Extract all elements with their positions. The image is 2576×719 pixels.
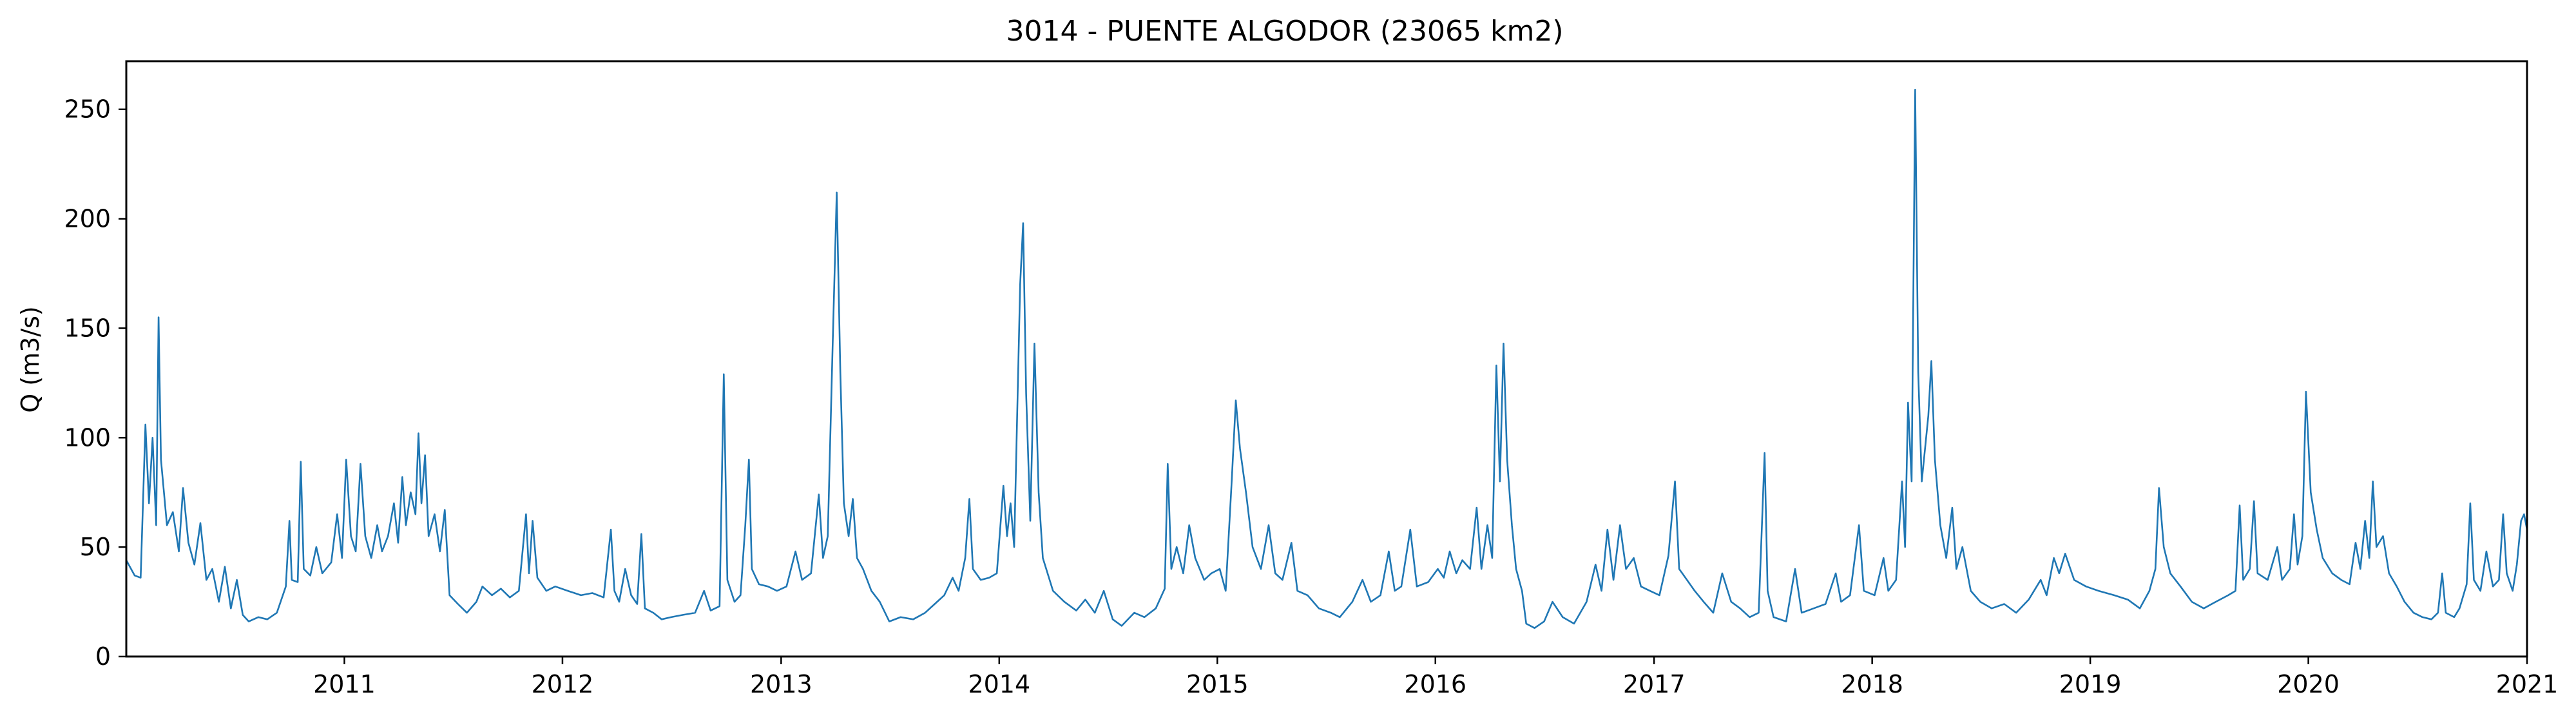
discharge-series-line xyxy=(125,88,2528,629)
y-tick-label: 50 xyxy=(80,533,111,561)
x-tick-label: 2021 xyxy=(2496,670,2559,698)
x-tick-label: 2015 xyxy=(1186,670,1249,698)
x-tick-label: 2020 xyxy=(2277,670,2340,698)
chart-title: 3014 - PUENTE ALGODOR (23065 km2) xyxy=(1006,15,1564,48)
y-tick-label: 150 xyxy=(64,314,111,342)
y-tick-label: 250 xyxy=(64,95,111,124)
x-tick-label: 2018 xyxy=(1841,670,1903,698)
y-tick-label: 0 xyxy=(95,642,111,671)
x-tick-label: 2019 xyxy=(2059,670,2122,698)
y-axis-label: Q (m3/s) xyxy=(16,306,44,412)
x-tick-label: 2013 xyxy=(750,670,812,698)
y-tick-label: 200 xyxy=(64,205,111,233)
x-axis-ticks: 2011 2012 2013 2014 2015 2016 2017 2018 2019 2020… xyxy=(313,657,2558,698)
x-tick-label: 2011 xyxy=(313,670,376,698)
x-tick-label: 2012 xyxy=(532,670,594,698)
y-tick-label: 100 xyxy=(64,423,111,452)
x-tick-label: 2016 xyxy=(1404,670,1466,698)
plot-area-frame xyxy=(125,60,2528,658)
x-tick-label: 2017 xyxy=(1623,670,1686,698)
x-tick-label: 2014 xyxy=(968,670,1030,698)
y-axis-ticks: 0 50 100 150 200 250 xyxy=(64,95,126,671)
